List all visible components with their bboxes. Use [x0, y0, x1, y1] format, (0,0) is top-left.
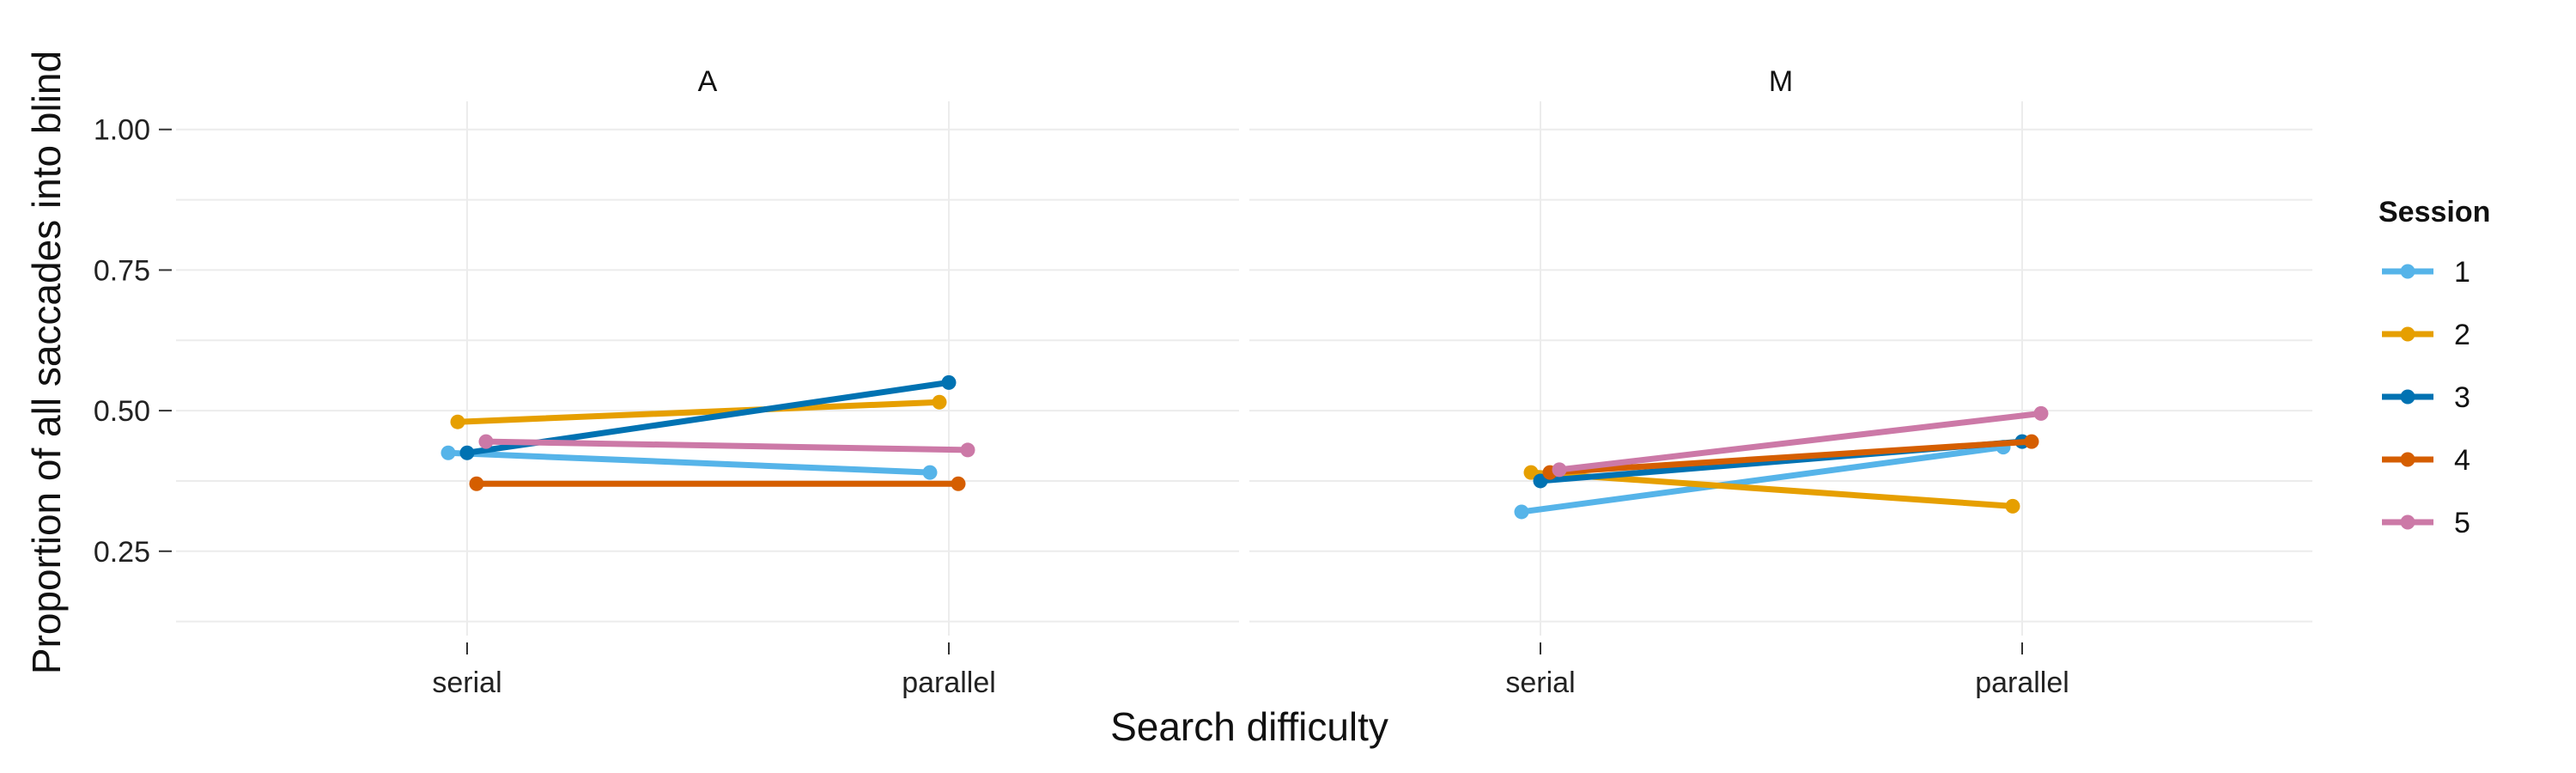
data-point-2 [2005, 498, 2020, 514]
series-line-1 [445, 449, 933, 476]
legend-swatch-point [2400, 389, 2415, 405]
data-point-5 [478, 434, 494, 449]
legend-item-1: 1 [2382, 256, 2470, 289]
x-tick-label: parallel [902, 666, 996, 699]
legend-swatch-point [2400, 326, 2415, 342]
data-point-4 [951, 476, 966, 491]
y-axis: 0.25 0.50 0.75 1.00 [94, 114, 172, 569]
y-tick-label: 0.75 [94, 254, 150, 287]
y-axis-title: Proportion of all saccades into blind [24, 51, 69, 674]
legend-item-4: 4 [2382, 444, 2470, 477]
legend-swatch-point [2400, 264, 2415, 279]
data-point-4 [2024, 434, 2039, 449]
data-point-4 [469, 476, 484, 491]
legend-label: 4 [2454, 444, 2470, 477]
series-line-1 [1518, 444, 2007, 515]
legend: Session 1 2 3 4 5 [2379, 196, 2490, 539]
legend-item-2: 2 [2382, 319, 2470, 351]
data-point-3 [1533, 473, 1548, 489]
panel-label: A [698, 65, 718, 98]
x-tick-label: parallel [1975, 666, 2069, 699]
legend-title: Session [2379, 196, 2490, 228]
legend-swatch-point [2400, 452, 2415, 467]
y-tick-label: 1.00 [94, 114, 150, 147]
legend-label: 2 [2454, 319, 2470, 351]
legend-label: 3 [2454, 381, 2470, 414]
series-line-2 [454, 399, 943, 425]
series-line-5 [1556, 410, 2044, 473]
data-point-5 [2033, 405, 2049, 421]
y-tick-label: 0.50 [94, 395, 150, 428]
x-tick-label: serial [432, 666, 501, 699]
data-point-5 [1552, 462, 1567, 478]
legend-label: 1 [2454, 256, 2470, 289]
data-point-3 [941, 374, 957, 390]
legend-item-3: 3 [2382, 381, 2470, 414]
legend-swatch-point [2400, 514, 2415, 530]
series-line-5 [483, 438, 971, 453]
data-point-1 [922, 465, 938, 480]
series-line-4 [1546, 438, 2035, 476]
y-tick-label: 0.25 [94, 536, 150, 569]
x-tick-label: serial [1505, 666, 1575, 699]
data-point-5 [960, 442, 975, 458]
x-axis-title: Search difficulty [1110, 704, 1388, 749]
data-point-1 [1514, 504, 1529, 520]
data-point-2 [450, 414, 465, 429]
panel-label: M [1769, 65, 1793, 98]
data-point-1 [440, 445, 456, 460]
data-point-2 [932, 394, 947, 410]
data-point-2 [1523, 465, 1539, 480]
legend-item-5: 5 [2382, 507, 2470, 539]
data-point-3 [459, 445, 475, 460]
legend-label: 5 [2454, 507, 2470, 539]
